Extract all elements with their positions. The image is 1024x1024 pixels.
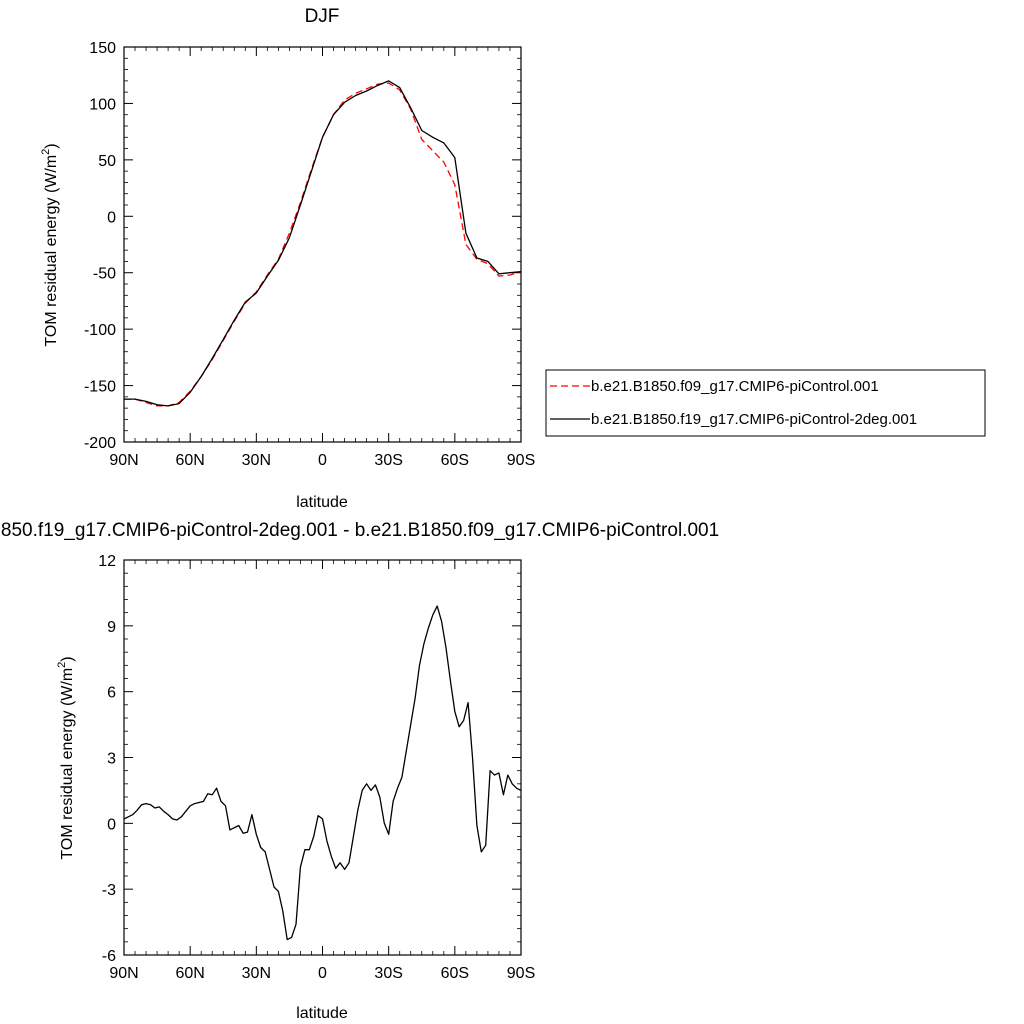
bottom-y-tick-label: -6	[102, 948, 116, 965]
legend-box	[545, 369, 986, 437]
bottom-x-tick-label: 0	[318, 965, 327, 982]
top-y-tick-label: 0	[107, 209, 116, 226]
top-y-tick-label: -50	[93, 266, 116, 283]
top-series-line-1	[124, 80, 522, 407]
top-panel: DJF 90N 60N 30N 0 30S 60S 90S -200 -150 -100 -50 0 5…	[40, 6, 986, 511]
top-x-tick-label: 90S	[507, 452, 535, 469]
top-y-tick-label: 50	[98, 153, 116, 170]
top-series-group	[124, 80, 522, 407]
bottom-y-axis-title: TOM residual energy (W/m2)	[56, 656, 76, 859]
bottom-y-tick-label: 3	[107, 751, 116, 768]
top-x-tick-label: 60N	[175, 452, 204, 469]
bottom-y-axis-title-main: TOM residual energy (W/m	[59, 668, 76, 860]
top-y-axis-title-main: TOM residual energy (W/m	[43, 155, 60, 347]
bottom-x-tick-label: 60N	[175, 965, 204, 982]
bottom-series-line-0	[123, 605, 522, 941]
bottom-y-tick-label: 12	[98, 553, 116, 570]
top-x-tick-label: 90N	[109, 452, 138, 469]
bottom-chart-title: b.e21.B1850.f19_g17.CMIP6-piControl-2deg…	[0, 520, 719, 541]
top-y-tick-label: 150	[89, 40, 116, 57]
bottom-x-tick-label: 30N	[242, 965, 271, 982]
bottom-x-tick-label: 90S	[507, 965, 535, 982]
top-ticks: 90N 60N 30N 0 30S 60S 90S -200 -150 -100 -50 0 50 100…	[84, 40, 535, 469]
top-y-tick-label: -100	[84, 322, 116, 339]
bottom-x-tick-label: 90N	[109, 965, 138, 982]
bottom-panel: b.e21.B1850.f19_g17.CMIP6-piControl-2deg…	[0, 520, 719, 1022]
top-plot-frame	[123, 46, 522, 443]
bottom-plot-frame	[123, 559, 522, 956]
top-x-tick-label: 0	[318, 452, 327, 469]
bottom-series-group	[123, 605, 522, 941]
legend-label-f19: b.e21.B1850.f19_g17.CMIP6-piControl-2deg…	[591, 411, 917, 428]
bottom-ticks: 90N 60N 30N 0 30S 60S 90S -6 -3 0 3 6 9 12	[98, 553, 535, 982]
bottom-x-axis-title: latitude	[296, 1005, 348, 1022]
top-y-tick-label: -200	[84, 435, 116, 452]
legend: b.e21.B1850.f09_g17.CMIP6-piControl.001 …	[545, 369, 986, 437]
top-y-axis-title-sup: 2	[40, 149, 52, 155]
bottom-x-tick-label: 60S	[441, 965, 469, 982]
bottom-x-tick-label: 30S	[374, 965, 402, 982]
top-series-line-0	[124, 82, 522, 407]
top-y-tick-label: -150	[84, 379, 116, 396]
bottom-y-axis-title-tail: )	[59, 656, 76, 661]
top-y-axis-title-tail: )	[43, 143, 60, 148]
top-x-tick-label: 60S	[441, 452, 469, 469]
bottom-y-tick-label: 9	[107, 619, 116, 636]
bottom-y-axis-title-sup: 2	[56, 662, 68, 668]
top-x-tick-label: 30N	[242, 452, 271, 469]
top-x-axis-title: latitude	[296, 494, 348, 511]
top-x-tick-label: 30S	[374, 452, 402, 469]
bottom-y-tick-label: 0	[107, 816, 116, 833]
top-chart-title: DJF	[305, 6, 340, 27]
legend-label-f09: b.e21.B1850.f09_g17.CMIP6-piControl.001	[591, 378, 879, 395]
top-y-axis-title: TOM residual energy (W/m2)	[40, 143, 60, 346]
bottom-y-tick-label: -3	[102, 882, 116, 899]
bottom-y-tick-label: 6	[107, 685, 116, 702]
top-y-tick-label: 100	[89, 96, 116, 113]
